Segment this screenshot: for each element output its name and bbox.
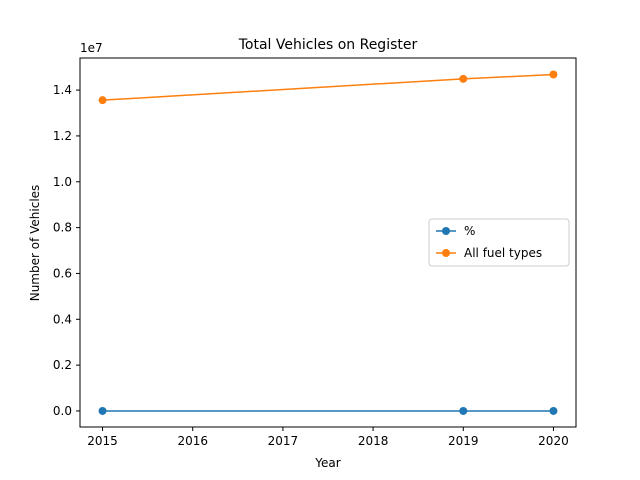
x-tick-label: 2018 [358,434,389,448]
legend: % All fuel types [428,218,570,267]
y-tick-label: 0.2 [53,358,72,372]
y-tick-label: 1.2 [53,129,72,143]
x-axis-label: Year [314,456,340,470]
data-point [549,70,558,79]
y-tick-label: 0.6 [53,266,72,280]
y-tick-label: 1.0 [53,175,72,189]
legend-box [428,218,570,267]
data-point [98,96,107,105]
data-point [459,406,468,415]
series-line [102,73,554,101]
x-tick-label: 2020 [538,434,569,448]
x-tick-label: 2019 [448,434,479,448]
data-point [98,406,107,415]
y-tick-label: 0.0 [53,404,72,418]
legend-marker [442,249,450,257]
legend-marker [442,227,450,235]
legend-label: % [464,224,475,238]
data-point [459,74,468,83]
y-tick-label: 0.8 [53,221,72,235]
data-point [549,406,558,415]
x-tick-label: 2015 [87,434,118,448]
y-offset-label: 1e7 [80,41,103,55]
y-tick-label: 1.4 [53,83,72,97]
x-tick-label: 2017 [268,434,299,448]
y-tick-label: 0.4 [53,312,72,326]
plot-frame [79,57,577,428]
y-axis-label: Number of Vehicles [28,185,42,302]
x-tick-label: 2016 [177,434,208,448]
legend-label: All fuel types [464,246,542,260]
chart-title: Total Vehicles on Register [238,37,418,53]
